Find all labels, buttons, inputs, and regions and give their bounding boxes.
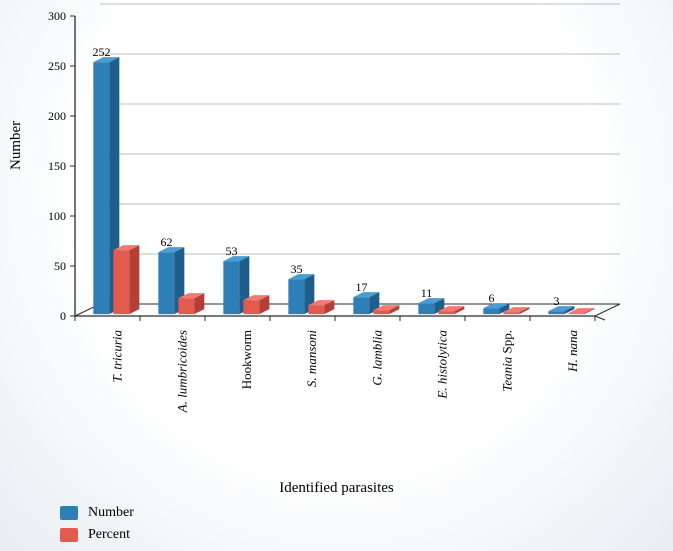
svg-text:50: 50 (54, 259, 66, 273)
category-label: G. lamblia (370, 330, 386, 386)
svg-text:252: 252 (93, 45, 111, 59)
legend-swatch-percent (60, 528, 78, 542)
legend-label-number: Number (88, 505, 134, 521)
svg-text:17: 17 (356, 280, 368, 294)
category-label: T. tricuria (110, 330, 126, 383)
category-label: Teania Spp. (500, 330, 516, 392)
category-label: S. mansoni (305, 330, 321, 387)
legend: Number Percent (60, 505, 134, 549)
legend-swatch-number (60, 506, 78, 520)
category-label: H. nana (565, 330, 581, 372)
chart-stage: 0 50 100 150 200 250 300 252 62 53 35 17 11 6 3 Number… (0, 0, 673, 551)
svg-text:200: 200 (48, 109, 66, 123)
svg-text:150: 150 (48, 159, 66, 173)
svg-text:3: 3 (554, 294, 560, 308)
legend-item-percent: Percent (60, 527, 134, 543)
svg-text:300: 300 (48, 9, 66, 23)
category-label: E. histolytica (435, 330, 451, 399)
legend-item-number: Number (60, 505, 134, 521)
legend-label-percent: Percent (88, 527, 130, 543)
chart-svg: 0 50 100 150 200 250 300 252 62 53 35 17 11 6 3 (0, 0, 673, 470)
svg-text:11: 11 (421, 286, 433, 300)
svg-text:53: 53 (226, 244, 238, 258)
x-axis-label: Identified parasites (0, 480, 673, 497)
svg-text:0: 0 (60, 309, 66, 323)
category-label: A. lumbricoides (175, 330, 191, 412)
svg-text:100: 100 (48, 209, 66, 223)
category-label: Hookworm (240, 330, 256, 389)
svg-text:35: 35 (291, 262, 303, 276)
y-axis-label: Number (8, 121, 25, 170)
svg-text:62: 62 (161, 235, 173, 249)
svg-text:250: 250 (48, 59, 66, 73)
svg-text:6: 6 (489, 291, 495, 305)
